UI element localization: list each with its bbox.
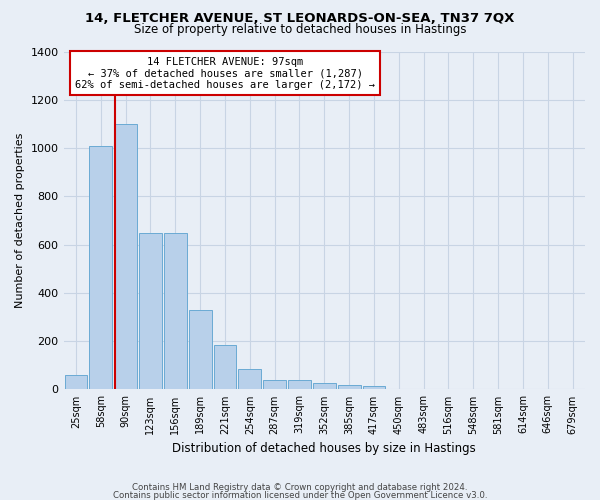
Text: Contains HM Land Registry data © Crown copyright and database right 2024.: Contains HM Land Registry data © Crown c… (132, 484, 468, 492)
Bar (188, 310, 212, 390)
Bar (288, 380, 311, 390)
Text: Contains public sector information licensed under the Open Government Licence v3: Contains public sector information licen… (113, 490, 487, 500)
X-axis label: Distribution of detached houses by size in Hastings: Distribution of detached houses by size … (172, 442, 476, 455)
Bar (65, 375, 88, 390)
Bar (114, 124, 137, 390)
Text: 14 FLETCHER AVENUE: 97sqm
← 37% of detached houses are smaller (1,287)
62% of se: 14 FLETCHER AVENUE: 97sqm ← 37% of detac… (75, 56, 375, 90)
Bar (338, 384, 361, 390)
Y-axis label: Number of detached properties: Number of detached properties (15, 133, 25, 308)
Bar (263, 380, 286, 390)
Bar (139, 232, 162, 390)
Bar (362, 386, 385, 390)
Bar (89, 146, 112, 390)
Bar (164, 232, 187, 390)
Bar (238, 369, 261, 390)
Text: Size of property relative to detached houses in Hastings: Size of property relative to detached ho… (134, 22, 466, 36)
Bar (214, 345, 236, 390)
Bar (313, 384, 335, 390)
Text: 14, FLETCHER AVENUE, ST LEONARDS-ON-SEA, TN37 7QX: 14, FLETCHER AVENUE, ST LEONARDS-ON-SEA,… (85, 12, 515, 26)
